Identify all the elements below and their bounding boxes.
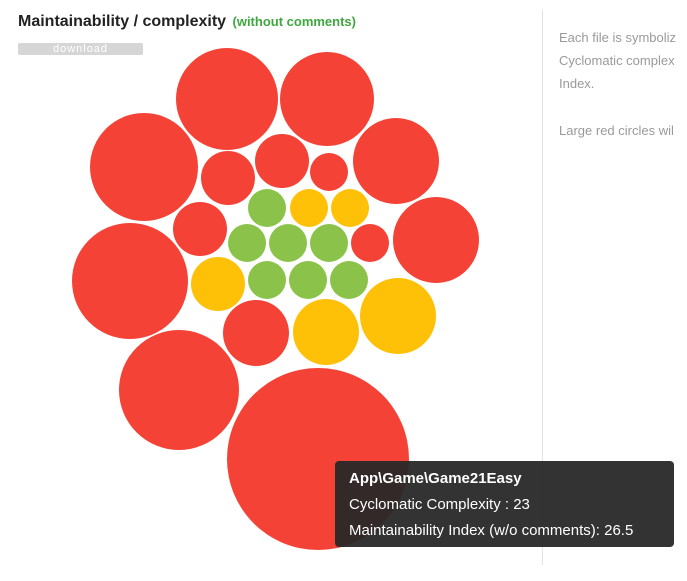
bubble-tooltip: App\Game\Game21Easy Cyclomatic Complexit… bbox=[335, 461, 674, 547]
tooltip-complexity: Cyclomatic Complexity : 23 bbox=[349, 496, 530, 513]
side-text-line: Cyclomatic complex bbox=[559, 53, 675, 68]
tooltip-mi-label: Maintainability Index (w/o comments): bbox=[349, 522, 605, 539]
file-bubble[interactable] bbox=[201, 151, 255, 205]
file-bubble[interactable] bbox=[72, 223, 188, 339]
file-bubble[interactable] bbox=[310, 224, 348, 262]
file-bubble[interactable] bbox=[223, 300, 289, 366]
file-bubble[interactable] bbox=[269, 224, 307, 262]
bubble-chart bbox=[72, 48, 479, 550]
file-bubble[interactable] bbox=[360, 278, 436, 354]
file-bubble[interactable] bbox=[248, 261, 286, 299]
file-bubble[interactable] bbox=[191, 257, 245, 311]
tooltip-maintainability: Maintainability Index (w/o comments): 26… bbox=[349, 522, 633, 539]
side-description: Each file is symboliz Cyclomatic complex… bbox=[559, 26, 687, 142]
side-text-line: Each file is symboliz bbox=[559, 30, 677, 45]
tooltip-file-name: App\Game\Game21Easy bbox=[349, 470, 522, 487]
file-bubble[interactable] bbox=[280, 52, 374, 146]
file-bubble[interactable] bbox=[173, 202, 227, 256]
file-bubble[interactable] bbox=[176, 48, 278, 150]
title-subtitle: (without comments) bbox=[232, 14, 357, 29]
file-bubble[interactable] bbox=[351, 224, 389, 262]
panel-divider bbox=[542, 10, 543, 565]
file-bubble[interactable] bbox=[289, 261, 327, 299]
file-bubble[interactable] bbox=[290, 189, 328, 227]
tooltip-mi-value: 26.5 bbox=[604, 522, 634, 539]
file-bubble[interactable] bbox=[293, 299, 359, 365]
tooltip-complexity-label: Cyclomatic Complexity : bbox=[349, 496, 514, 513]
page-title: Maintainability / complexity (without co… bbox=[18, 13, 356, 31]
file-bubble[interactable] bbox=[119, 330, 239, 450]
download-button[interactable]: download bbox=[18, 43, 143, 55]
file-bubble[interactable] bbox=[353, 118, 439, 204]
file-bubble[interactable] bbox=[310, 153, 348, 191]
file-bubble[interactable] bbox=[255, 134, 309, 188]
file-bubble[interactable] bbox=[331, 189, 369, 227]
file-bubble[interactable] bbox=[228, 224, 266, 262]
side-text-line: Large red circles wil bbox=[559, 123, 674, 138]
file-bubble[interactable] bbox=[393, 197, 479, 283]
side-text-line: Index. bbox=[559, 76, 595, 91]
tooltip-complexity-value: 23 bbox=[513, 496, 530, 513]
file-bubble[interactable] bbox=[90, 113, 198, 221]
title-text: Maintainability / complexity bbox=[18, 13, 227, 30]
file-bubble[interactable] bbox=[330, 261, 368, 299]
file-bubble[interactable] bbox=[248, 189, 286, 227]
